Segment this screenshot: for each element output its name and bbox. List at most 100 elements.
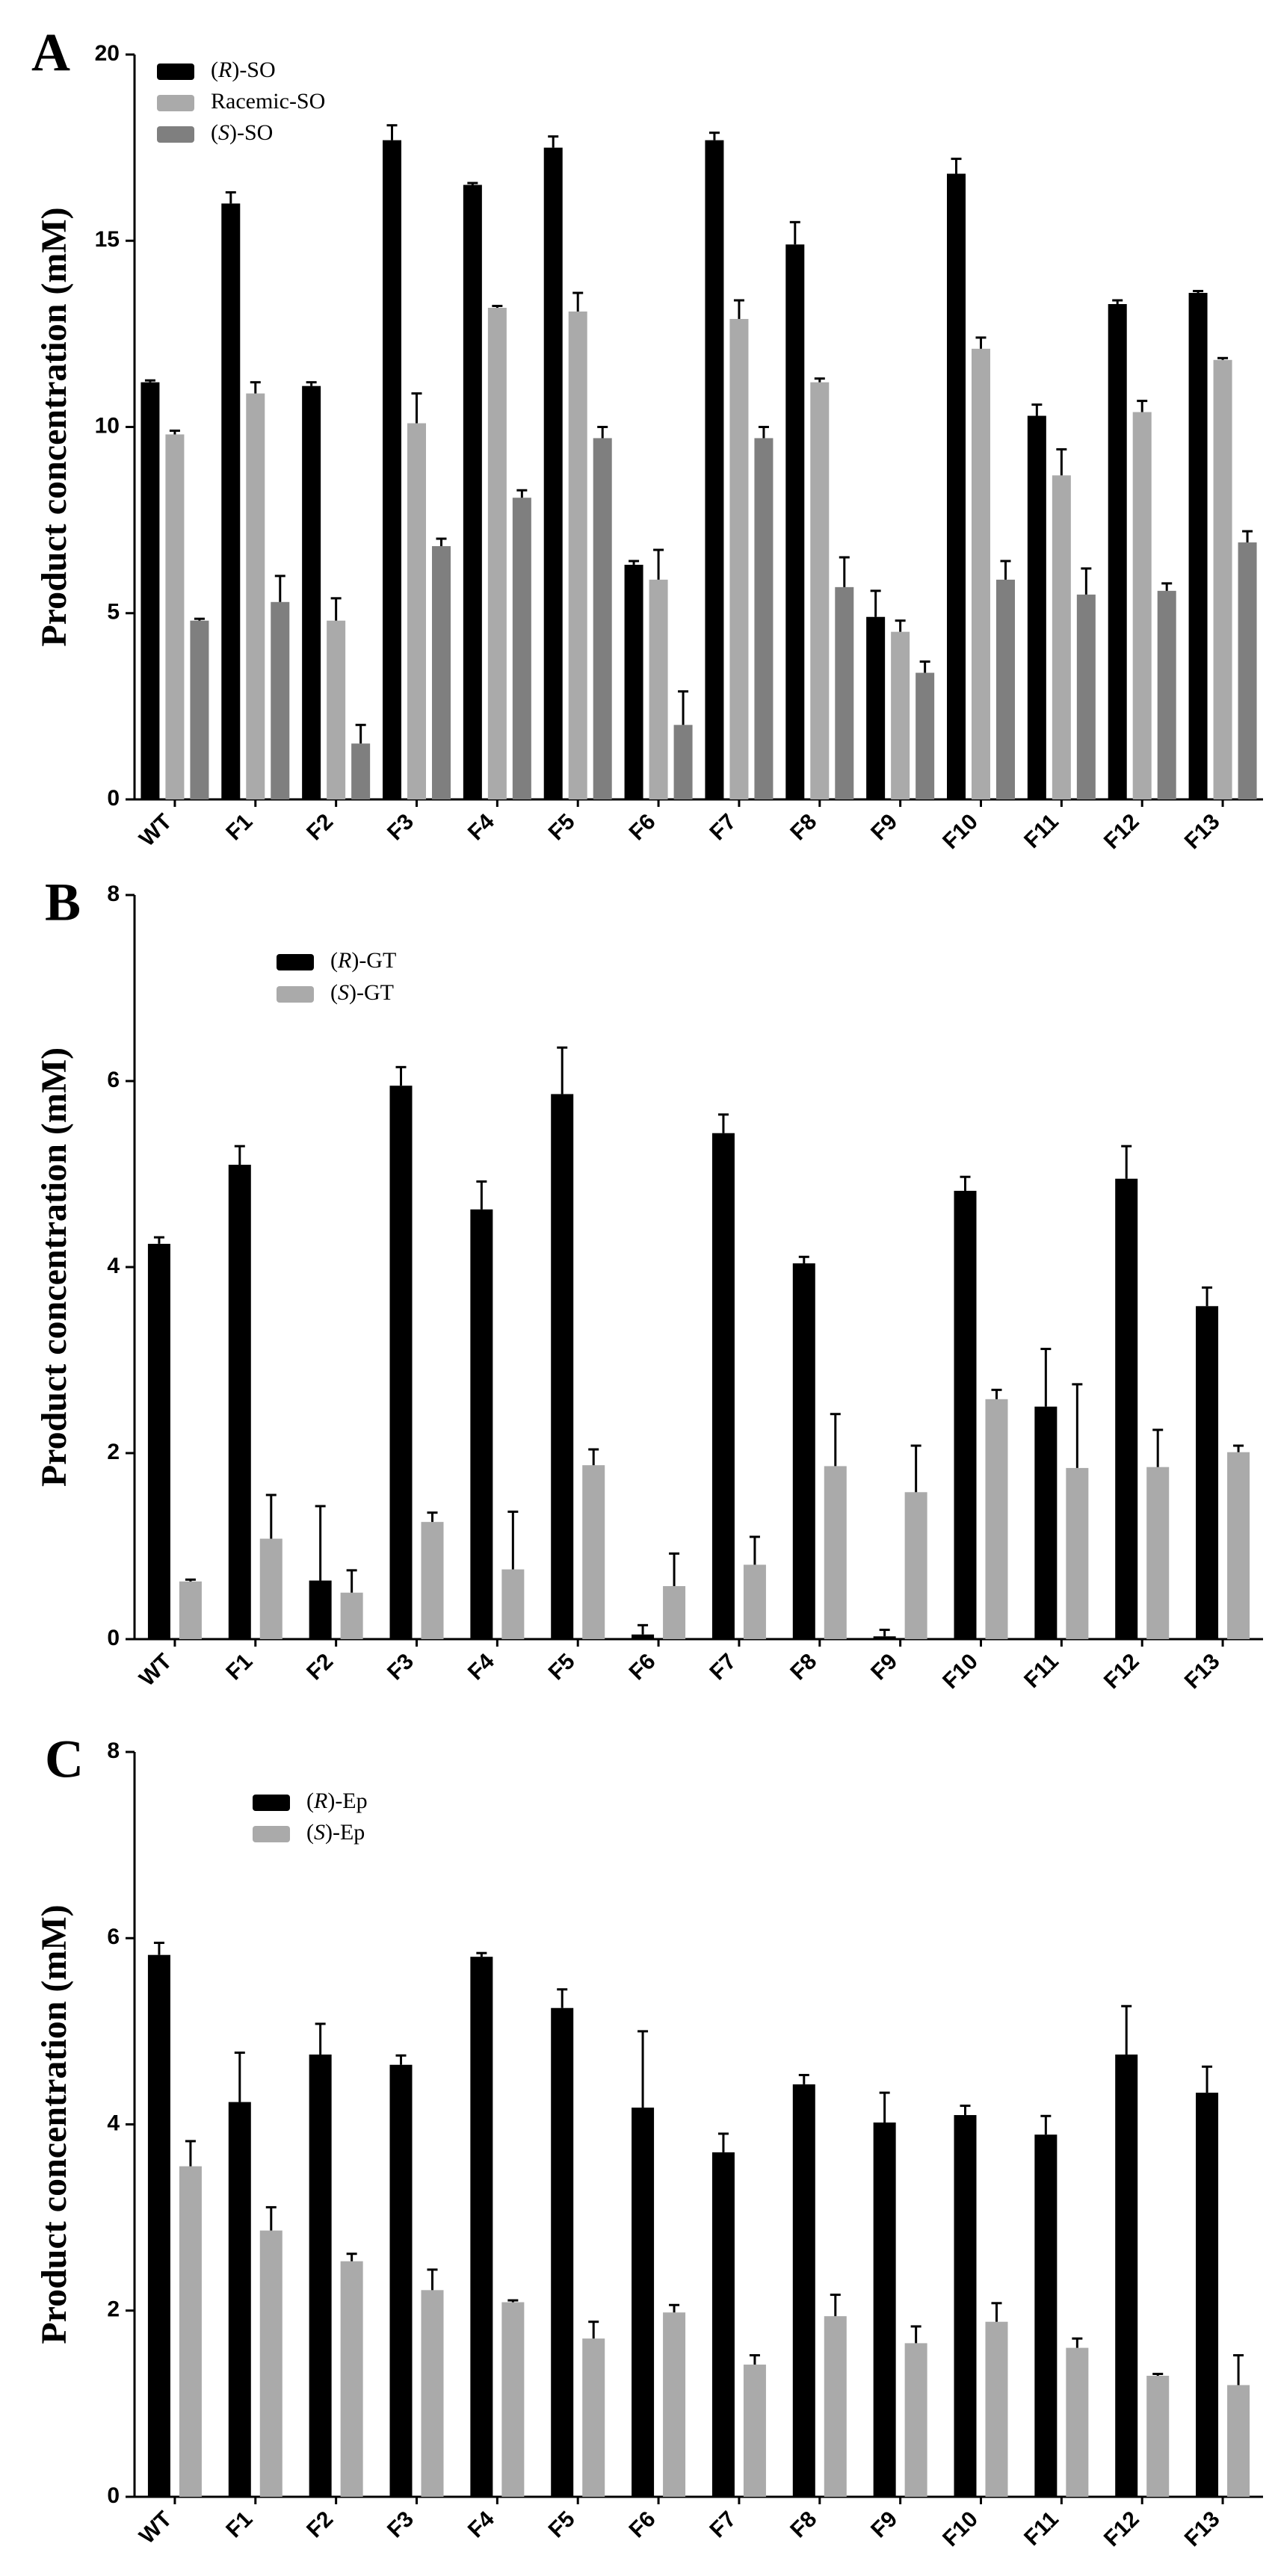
panel-a-letter: A (31, 23, 70, 83)
panel-a-legend-label: (R)-SO (211, 58, 276, 82)
panel-b-bar-f10-series-1 (985, 1399, 1008, 1639)
panel-a-bar-f13-series-1 (1213, 359, 1232, 799)
panel-b-y-tick-label: 0 (107, 1626, 120, 1650)
panel-a-bar-f10-series-1 (972, 348, 990, 799)
panel-a-bar-f10-series-2 (996, 579, 1015, 799)
panel-a-bar-f2-series-2 (351, 743, 371, 799)
panel-a-y-tick-label: 15 (95, 227, 120, 252)
panel-c-x-tick-label: F5 (544, 2507, 580, 2542)
panel-c-bar-f8-series-1 (824, 2316, 847, 2497)
panel-c-bar-f2-series-1 (340, 2261, 363, 2497)
panel-c-chart: C Product concentration (mM) 0 2 4 6 8 WT F1 F2 F3… (34, 1730, 1263, 2551)
panel-b-x-tick-label: F7 (705, 1649, 741, 1685)
panel-b-bar-f9-series-1 (904, 1492, 927, 1639)
panel-c-bar-f9-series-1 (904, 2343, 927, 2497)
panel-b-bar-f12-series-0 (1115, 1178, 1138, 1639)
panel-c-x-tick-label: F7 (705, 2507, 741, 2542)
panel-b-bar-f3-series-0 (389, 1086, 413, 1639)
panel-c-bar-f13-series-0 (1196, 2093, 1219, 2497)
panel-b-y-tick-label: 8 (107, 882, 120, 906)
panel-a-bar-f3-series-1 (407, 423, 426, 799)
panel-a-bar-f11-series-0 (1027, 415, 1046, 799)
panel-c-bar-f12-series-1 (1146, 2375, 1170, 2497)
panel-a-x-tick-label: F5 (544, 809, 580, 845)
panel-b-bar-f1-series-0 (228, 1165, 251, 1639)
panel-a-x-tick-label: WT (135, 809, 176, 851)
panel-a-x-tick-label: F9 (866, 809, 902, 845)
panel-a-bar-f4-series-0 (463, 185, 482, 800)
panel-a-bar-f9-series-2 (916, 672, 935, 799)
panel-a-y-tick-label: 20 (95, 41, 120, 66)
panel-b-legend-label: (R)-GT (330, 948, 396, 973)
panel-b-bar-f6-series-0 (632, 1634, 655, 1639)
panel-a-bar-f1-series-1 (246, 393, 265, 799)
panel-a-y-tick-label: 10 (95, 413, 120, 438)
panel-b-chart: B Product concentration (mM) 0 2 4 6 8 WT F1 F2 F3… (34, 873, 1263, 1694)
panel-a-bar-f2-series-0 (302, 386, 321, 799)
panel-c-x-tick-label: F9 (866, 2507, 902, 2542)
panel-a-x-tick-label: F1 (221, 809, 257, 845)
panel-b-letter: B (45, 873, 81, 932)
panel-c-y-axis-label: Product concentration (mM) (34, 1904, 74, 2344)
panel-a-x-tick-label: F2 (302, 809, 338, 845)
panel-c-y-tick-label: 8 (107, 1739, 120, 1763)
panel-c-bar-f1-series-1 (259, 2230, 283, 2497)
panel-a-bar-f1-series-0 (221, 203, 241, 799)
panel-c-bar-f6-series-0 (632, 2108, 655, 2497)
panel-b-bar-f11-series-0 (1034, 1406, 1058, 1639)
panel-c-bar-f5-series-0 (551, 2007, 574, 2497)
panel-b-bar-f8-series-1 (824, 1466, 847, 1639)
panel-a-bar-f1-series-2 (271, 601, 290, 799)
panel-b-bar-f7-series-1 (743, 1564, 766, 1639)
panel-c-bar-f10-series-1 (985, 2321, 1008, 2497)
panel-c-x-tick-label: F2 (302, 2507, 338, 2542)
panel-c-legend-label: (R)-Ep (306, 1789, 368, 1813)
panel-a-x-tick-label: F6 (625, 809, 661, 845)
panel-c-letter: C (45, 1730, 84, 1789)
panel-b-bar-f3-series-1 (421, 1522, 444, 1639)
panel-b-x-tick-label: F2 (302, 1649, 338, 1685)
panel-a-bar-f5-series-0 (543, 147, 563, 799)
panel-c-x-tick-label: WT (135, 2507, 176, 2548)
panel-a-bar-f3-series-2 (432, 546, 451, 799)
panel-b-bar-f13-series-1 (1227, 1452, 1250, 1639)
panel-c-x-tick-label: F6 (625, 2507, 661, 2542)
panel-b-bar-f4-series-1 (501, 1569, 525, 1639)
panel-b-x-tick-label: F10 (938, 1649, 983, 1694)
panel-a-bar-f12-series-2 (1157, 590, 1176, 799)
panel-a-x-tick-label: F13 (1180, 809, 1225, 854)
panel-c-bar-f6-series-1 (663, 2312, 686, 2497)
panel-b-bar-f12-series-1 (1146, 1467, 1170, 1639)
panel-a-legend-label: (S)-SO (211, 120, 273, 145)
panel-a-bar-f4-series-1 (487, 307, 507, 800)
panel-b-bar-f9-series-0 (873, 1636, 896, 1639)
panel-a-x-tick-label: F12 (1099, 809, 1144, 854)
panel-a-bar-f8-series-2 (835, 586, 854, 799)
panel-c-x-tick-label: F3 (383, 2507, 419, 2542)
panel-b-bar-f13-series-0 (1196, 1306, 1219, 1639)
panel-a-x-tick-label: F8 (785, 809, 821, 845)
panel-b-x-tick-label: F5 (544, 1649, 580, 1685)
panel-c-bar-f9-series-0 (873, 2123, 896, 2497)
panel-c-legend-label: (S)-Ep (306, 1820, 365, 1845)
panel-a-bar-f5-series-1 (568, 311, 587, 800)
panel-a-legend-swatch (157, 64, 194, 80)
panel-c-bar-f3-series-0 (389, 2064, 413, 2497)
panel-b-y-tick-label: 2 (107, 1440, 120, 1464)
panel-c-bar-f1-series-0 (228, 2102, 251, 2497)
panel-a-bar-f12-series-0 (1108, 303, 1127, 799)
panel-b-y-tick-label: 6 (107, 1068, 120, 1092)
panel-b-bar-f7-series-0 (711, 1133, 735, 1639)
panel-a-x-tick-label: F10 (938, 809, 983, 854)
panel-c-y-tick-label: 0 (107, 2483, 120, 2508)
panel-b-bar-wt-series-0 (147, 1243, 170, 1639)
panel-a-bar-f6-series-0 (624, 564, 643, 799)
panel-a-bar-f7-series-0 (705, 140, 724, 799)
panel-b-x-tick-label: F11 (1019, 1649, 1063, 1693)
panel-b-bar-wt-series-1 (179, 1581, 202, 1639)
panel-a-x-tick-label: F3 (383, 809, 419, 845)
panel-a-bar-f5-series-2 (593, 438, 612, 799)
panel-a-bar-wt-series-0 (141, 382, 160, 799)
panel-c-bar-f4-series-1 (501, 2302, 525, 2497)
